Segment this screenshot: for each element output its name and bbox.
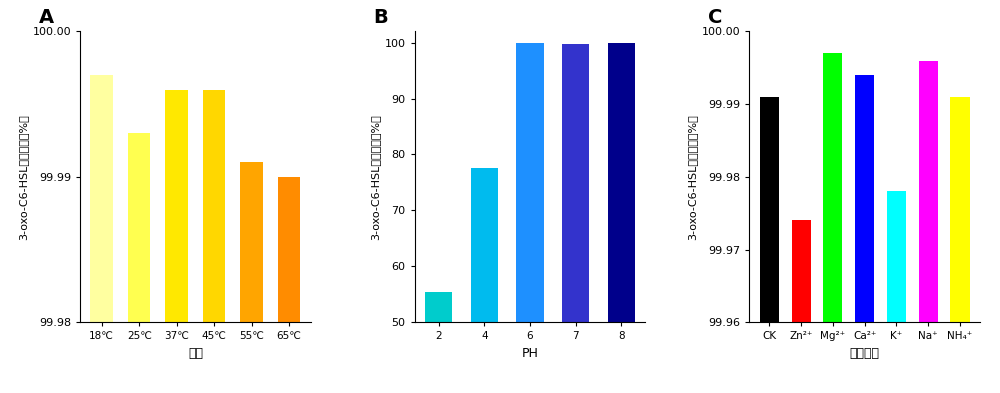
Bar [90, 75, 113, 322]
Bar [240, 162, 263, 322]
Text: A: A [38, 8, 54, 27]
Bar [887, 191, 906, 322]
Bar [855, 75, 874, 322]
Y-axis label: 3-oxo-C6-HSL的降解量（%）: 3-oxo-C6-HSL的降解量（%） [687, 114, 697, 240]
Bar [128, 133, 150, 322]
Bar [562, 44, 589, 322]
Bar [278, 177, 300, 322]
Text: C: C [708, 8, 722, 27]
X-axis label: 温度: 温度 [188, 347, 203, 360]
Bar [919, 61, 938, 322]
Y-axis label: 3-oxo-C6-HSL的降解量（%）: 3-oxo-C6-HSL的降解量（%） [370, 114, 380, 240]
Bar [823, 53, 842, 322]
Bar [203, 90, 225, 322]
Bar [165, 90, 188, 322]
Text: B: B [373, 8, 388, 27]
X-axis label: PH: PH [522, 347, 538, 360]
Bar [608, 42, 635, 322]
Bar [760, 97, 779, 322]
Bar [425, 292, 452, 322]
Bar [471, 169, 498, 322]
Y-axis label: 3-oxo-C6-HSL的降解量（%）: 3-oxo-C6-HSL的降解量（%） [18, 114, 28, 240]
Bar [950, 97, 970, 322]
Bar [516, 42, 544, 322]
X-axis label: 金属离子: 金属离子 [850, 347, 880, 360]
Bar [792, 220, 811, 322]
